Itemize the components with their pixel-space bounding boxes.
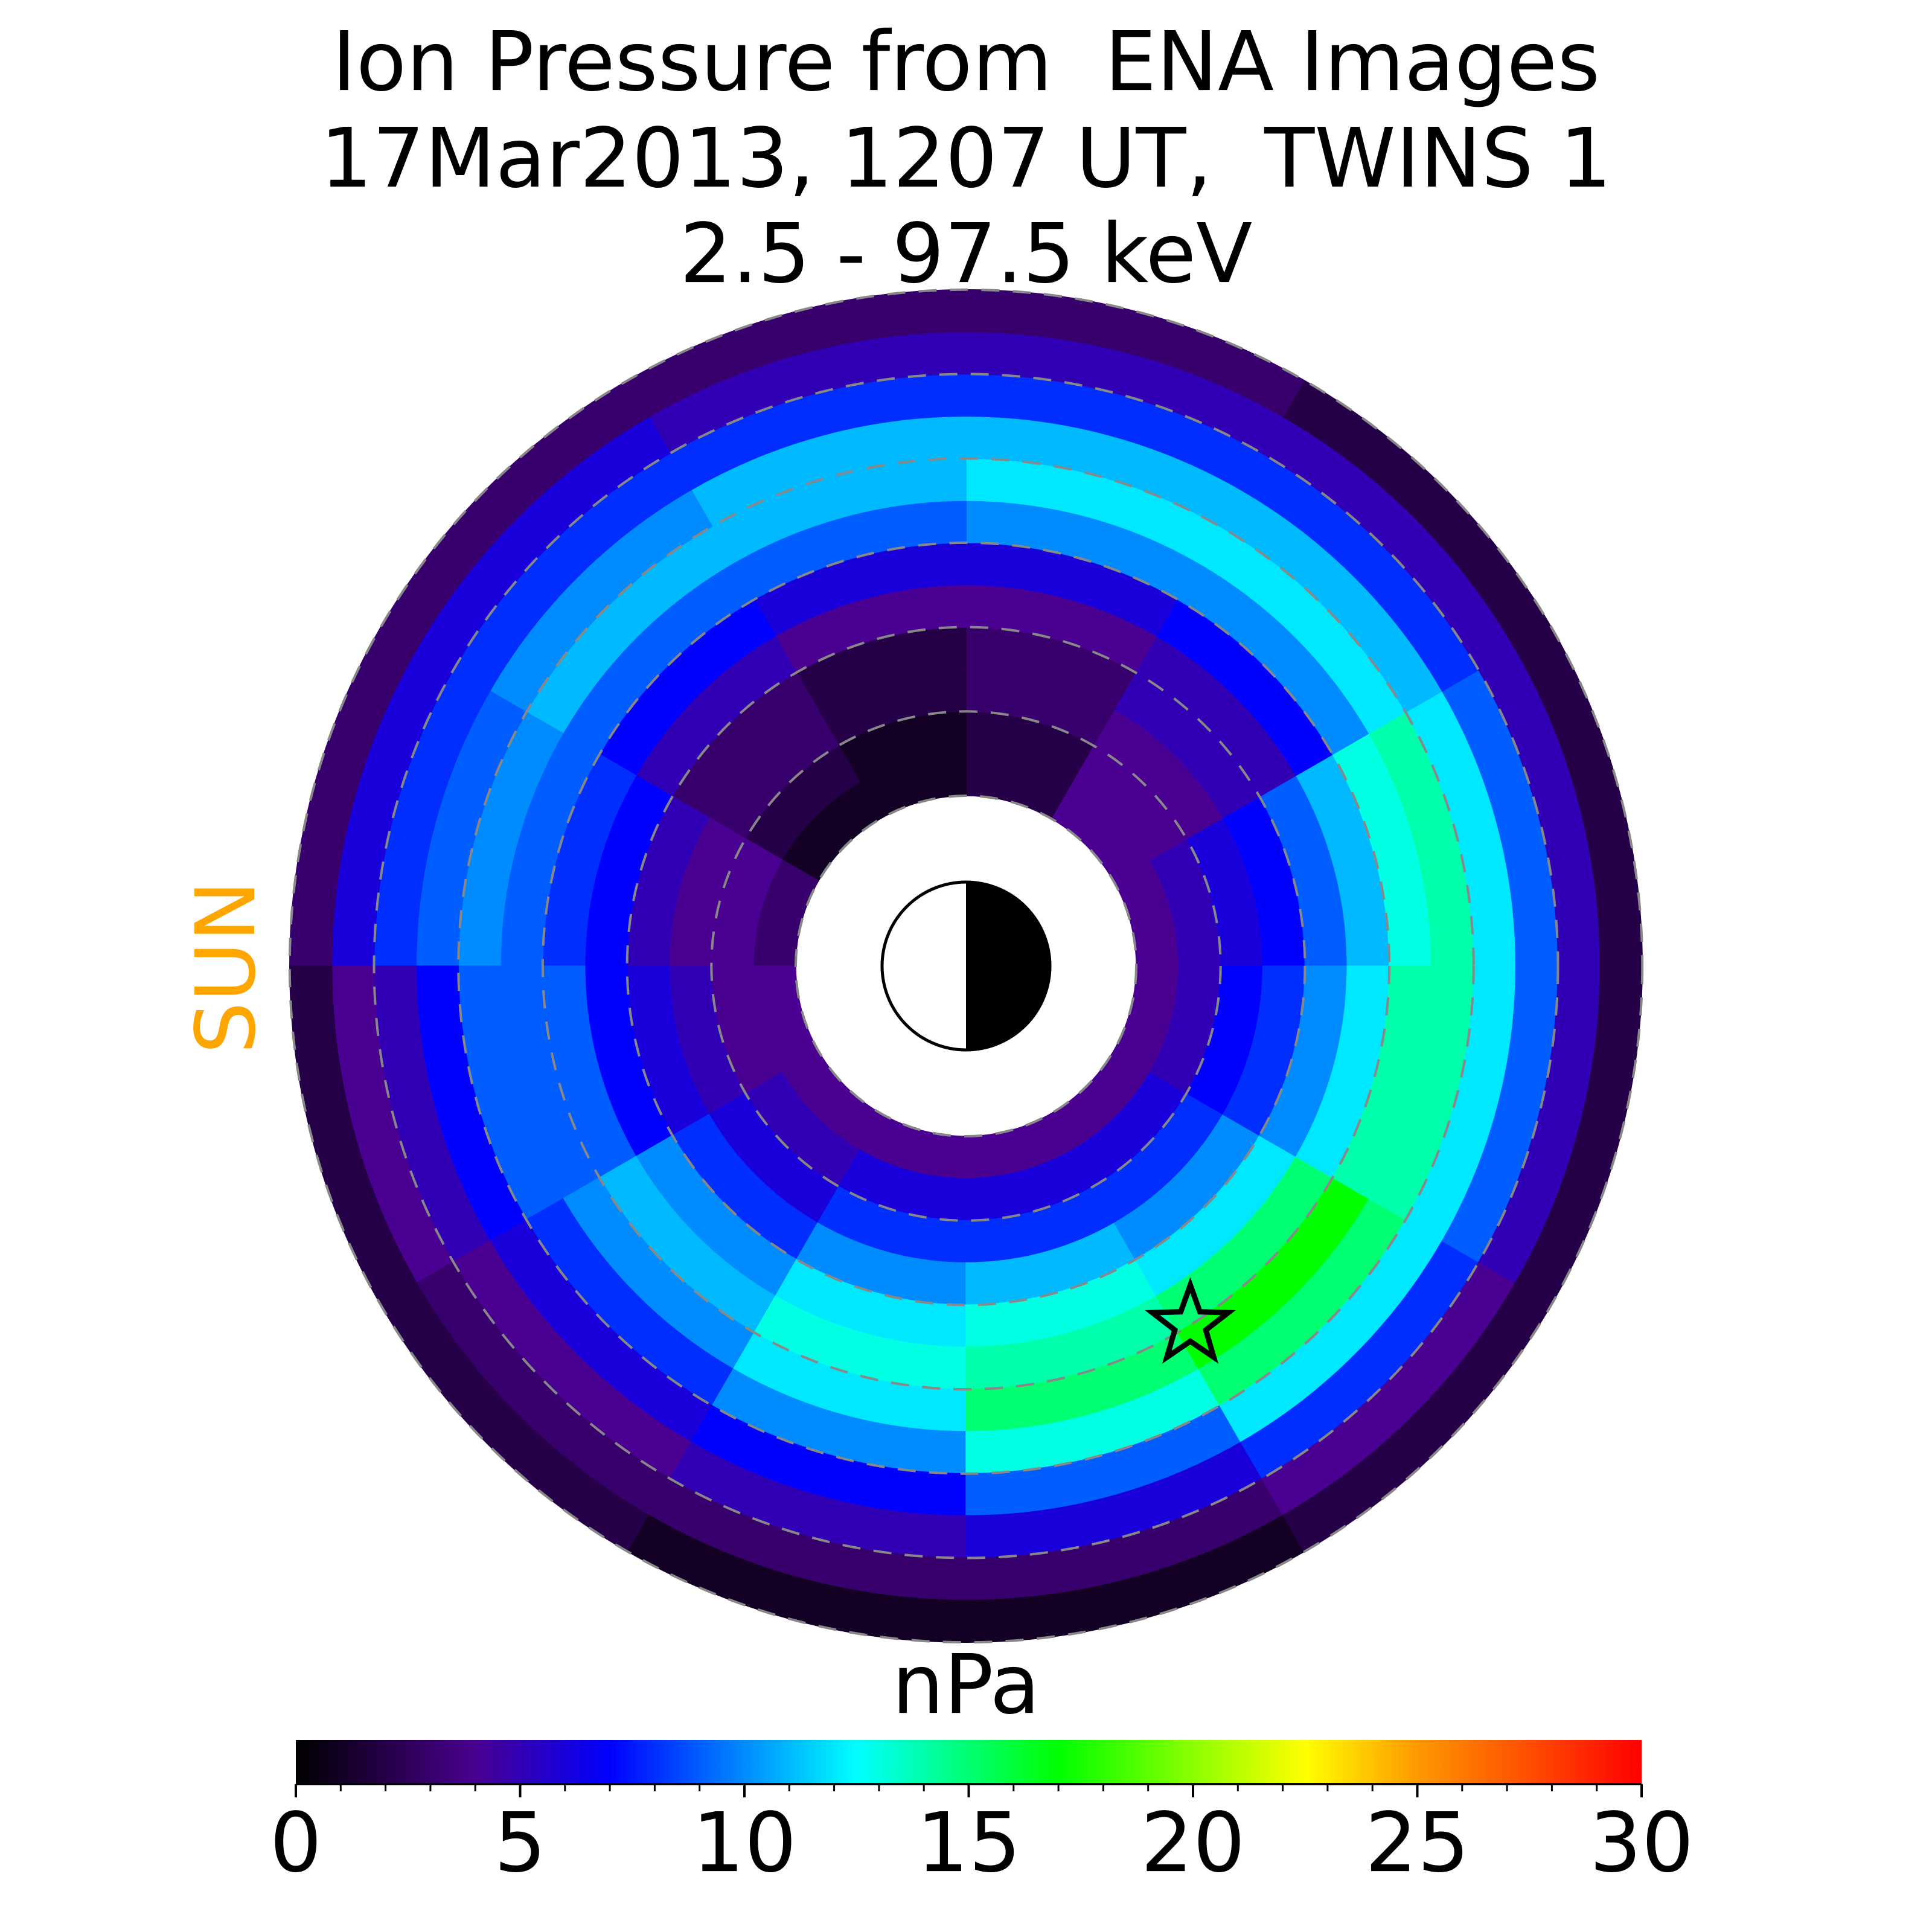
colorbar-tick-label: 15	[916, 1796, 1021, 1891]
colorbar-tick-label: 10	[692, 1796, 796, 1891]
colorbar-tick-label: 0	[270, 1796, 322, 1891]
grid-circle	[795, 795, 1137, 1137]
earth-icon	[880, 880, 1052, 1052]
colorbar-tick-label: 5	[494, 1796, 546, 1891]
chart-title: 2.5 - 97.5 keV	[680, 206, 1252, 302]
colorbar-tick-label: 20	[1140, 1796, 1245, 1891]
colorbar-tick-label: 25	[1365, 1796, 1470, 1891]
star-marker	[1145, 1277, 1236, 1364]
earth-night	[966, 882, 1050, 1050]
chart-title: Ion Pressure from ENA Images	[332, 14, 1600, 110]
earth-outline	[880, 880, 1052, 1052]
grid-circle	[710, 710, 1222, 1222]
grid-circle	[288, 288, 1644, 1644]
grid-circle	[457, 457, 1475, 1475]
sun-label: SUN	[179, 880, 274, 1054]
grid-circle	[541, 541, 1391, 1391]
chart-title: 17Mar2013, 1207 UT, TWINS 1	[320, 111, 1611, 206]
colorbar-axis: 0 5 10 15 20 25 30	[270, 1783, 1694, 1891]
r-grid	[288, 288, 1644, 1644]
colorbar	[296, 1740, 1642, 1784]
grid-circle	[373, 373, 1559, 1559]
colorbar-tick-label: 30	[1589, 1796, 1694, 1891]
grid-circle	[625, 625, 1307, 1307]
colorbar-label: nPa	[892, 1637, 1040, 1733]
